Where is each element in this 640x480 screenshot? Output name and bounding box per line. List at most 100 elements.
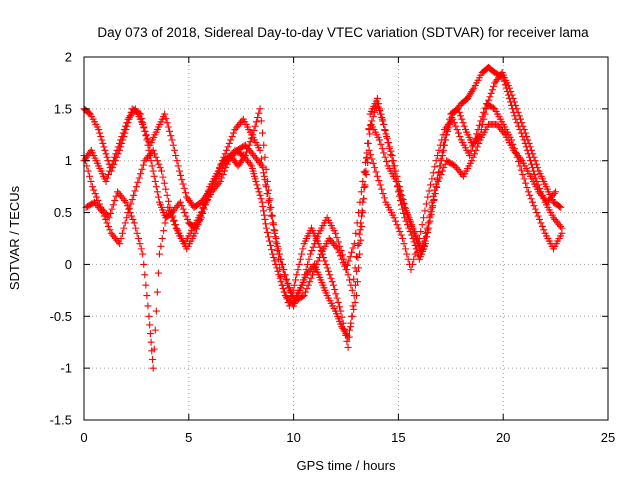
data-point	[536, 215, 544, 223]
data-point	[253, 181, 261, 189]
data-point	[422, 200, 430, 208]
data-point	[468, 157, 476, 165]
data-point	[365, 125, 373, 133]
data-point	[477, 126, 485, 134]
y-tick-label: -1.5	[50, 413, 72, 428]
data-point	[164, 123, 172, 131]
data-point	[485, 96, 493, 104]
data-point	[356, 226, 364, 234]
data-point	[526, 191, 534, 199]
data-point	[246, 138, 254, 146]
data-point	[361, 169, 369, 177]
data-point	[109, 201, 117, 209]
data-point	[170, 146, 178, 154]
data-point	[154, 193, 162, 201]
data-point	[248, 134, 256, 142]
data-point	[433, 184, 441, 192]
data-point	[473, 143, 481, 151]
data-point	[537, 219, 545, 227]
data-point	[270, 254, 278, 262]
data-point	[438, 148, 446, 156]
data-point	[352, 253, 360, 261]
data-point	[147, 157, 155, 165]
data-point	[290, 281, 298, 289]
data-point	[427, 181, 435, 189]
data-point	[241, 152, 249, 160]
data-point	[532, 160, 540, 168]
data-point	[215, 179, 223, 187]
data-point	[323, 264, 331, 272]
x-tick-label: 0	[80, 430, 87, 445]
data-point	[182, 212, 190, 220]
data-point	[98, 136, 106, 144]
data-point	[264, 190, 272, 198]
data-point	[355, 240, 363, 248]
data-point	[519, 171, 527, 179]
data-point	[410, 229, 418, 237]
data-point	[427, 210, 435, 218]
data-point	[116, 240, 124, 248]
data-point	[261, 215, 269, 223]
data-point	[260, 141, 268, 149]
data-point	[403, 250, 411, 258]
data-point	[254, 184, 262, 192]
data-point	[268, 212, 276, 220]
data-point	[304, 281, 312, 289]
data-point	[266, 205, 274, 213]
data-point	[260, 172, 268, 180]
data-point	[509, 94, 517, 102]
data-point	[440, 164, 448, 172]
data-point	[315, 240, 323, 248]
data-point	[153, 288, 161, 296]
data-point	[149, 364, 157, 372]
data-point	[91, 190, 99, 198]
data-point	[302, 266, 310, 274]
data-point	[192, 225, 200, 233]
data-point	[394, 177, 402, 185]
data-point	[102, 177, 110, 185]
data-point	[267, 241, 275, 249]
data-point	[534, 164, 542, 172]
data-point	[96, 129, 104, 137]
data-point	[230, 129, 238, 137]
data-point	[258, 162, 266, 170]
data-point	[383, 158, 391, 166]
data-point	[140, 124, 148, 132]
data-point	[93, 193, 101, 201]
data-point	[558, 229, 566, 237]
data-point	[256, 146, 264, 154]
data-point	[389, 157, 397, 165]
y-tick-label: 0	[65, 257, 72, 272]
grid-lines	[84, 57, 608, 420]
data-point	[102, 150, 110, 158]
data-point	[519, 122, 527, 130]
data-point	[515, 112, 523, 120]
data-point	[482, 105, 490, 113]
data-point	[143, 292, 151, 300]
data-point	[556, 222, 564, 230]
data-point	[165, 197, 173, 205]
data-point	[524, 136, 532, 144]
data-point	[107, 209, 115, 217]
data-point	[279, 285, 287, 293]
data-point	[156, 164, 164, 172]
data-point	[456, 133, 464, 141]
data-point	[417, 228, 425, 236]
data-point	[195, 216, 203, 224]
data-point	[340, 325, 348, 333]
data-point	[432, 183, 440, 191]
data-point	[355, 230, 363, 238]
data-point	[162, 211, 170, 219]
data-point	[101, 146, 109, 154]
data-point	[102, 215, 110, 223]
data-point	[90, 186, 98, 194]
data-point	[276, 264, 284, 272]
data-point	[240, 153, 248, 161]
data-point	[100, 212, 108, 220]
data-point	[148, 162, 156, 170]
data-point	[128, 196, 136, 204]
data-point	[354, 254, 362, 262]
data-point	[455, 108, 463, 116]
data-point	[198, 208, 206, 216]
